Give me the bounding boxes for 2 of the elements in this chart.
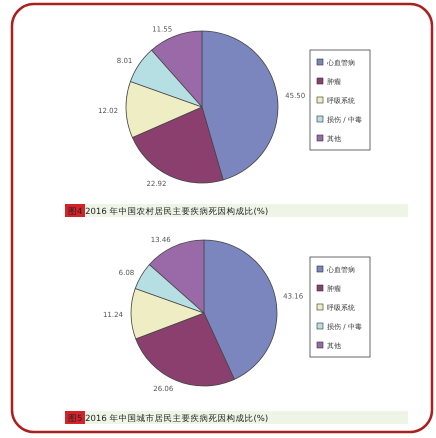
text: 图5 2016 年中国城市居民主要疾病死因构成比(%) <box>68 413 268 424</box>
text: 图4 2016 年中国农村居民主要疾病死因构成比(%) <box>68 206 268 217</box>
